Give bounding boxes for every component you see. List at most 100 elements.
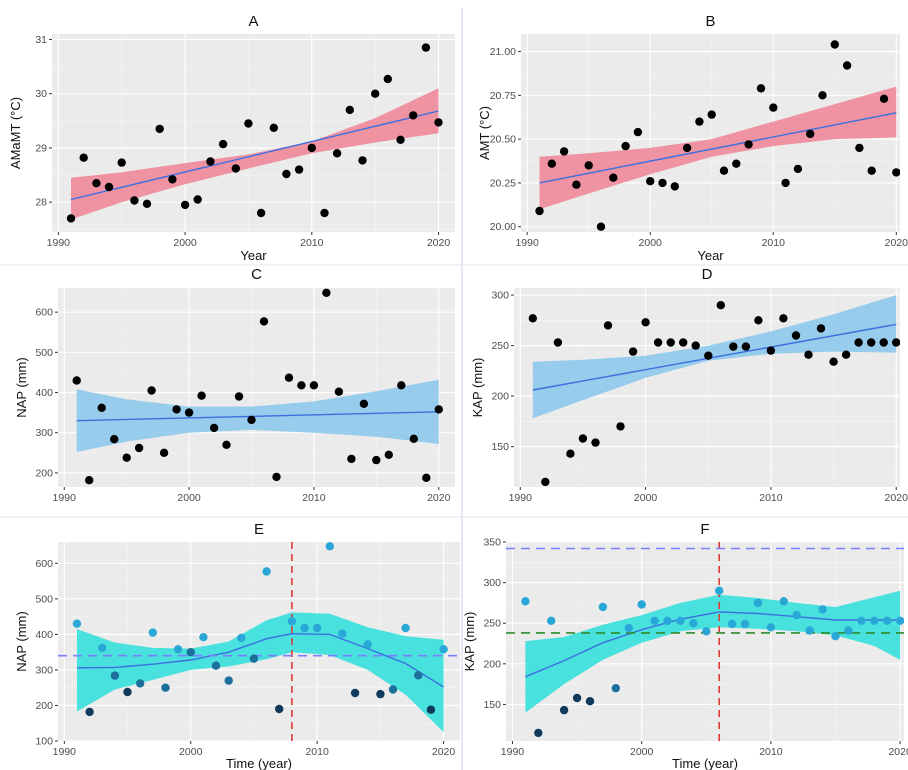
data-point [818,91,827,100]
data-point [85,707,94,717]
data-point [609,173,618,182]
data-point [541,477,550,487]
y-tick-label: 200 [35,467,53,479]
data-point [161,683,170,692]
y-tick-label: 300 [483,577,501,589]
data-point [831,632,840,641]
data-point [830,40,839,49]
data-point [598,602,608,612]
y-tick-label: 30 [35,88,47,100]
x-axis-label: Year [240,248,267,263]
data-point [621,141,630,151]
y-tick-label: 400 [35,629,53,641]
confidence-band [525,590,901,713]
data-point [691,341,700,350]
data-point [218,139,228,149]
data-point [256,208,266,218]
data-point [396,135,405,144]
data-point [332,149,342,158]
data-point [867,338,876,347]
plot-content [58,542,460,741]
y-tick-label: 200 [483,658,501,670]
data-point [110,671,120,680]
data-point [259,317,269,326]
data-point [566,449,575,458]
data-point [426,705,436,714]
x-tick-label: 2010 [762,237,786,249]
x-tick-label: 2000 [639,237,663,249]
data-point [284,373,294,382]
data-point [756,84,766,93]
data-point [110,435,119,444]
data-point [572,180,581,189]
x-axis-label: Year [697,248,724,263]
data-point [689,619,698,628]
data-point [857,616,866,625]
data-point [624,623,633,633]
data-point [282,169,291,179]
x-tick-label: 1990 [509,492,533,504]
data-point [130,196,139,205]
data-point [350,688,360,698]
trend-line [525,611,901,678]
data-point [806,129,815,139]
data-point [816,324,826,333]
data-point [727,619,737,629]
data-point [97,403,106,412]
data-point [732,159,741,168]
y-tick-label: 350 [483,537,501,549]
y-axis-label: NAP (mm) [14,611,29,671]
x-axis-label: Time (year) [672,756,738,770]
data-point [247,415,256,425]
plot-content [66,43,443,223]
data-point [553,338,563,347]
data-point [98,643,107,653]
data-point [409,434,418,443]
data-point [547,159,556,168]
data-point [892,168,900,177]
data-point [867,166,876,175]
data-point [719,166,729,175]
y-tick-label: 300 [35,427,53,439]
data-point [72,619,82,628]
data-point [666,338,675,347]
data-point [841,350,851,359]
data-point [148,628,157,637]
panel-e: 1990 2000 2010 2020 100 200 300 400 500 600 E Time … [14,521,460,770]
data-point [792,610,801,620]
data-point [358,156,367,165]
data-point [658,178,667,188]
y-tick-label: 29 [35,142,47,154]
data-point [134,443,144,453]
data-point [269,123,278,132]
y-tick-label: 500 [35,593,53,605]
data-point [322,288,331,297]
data-point [224,676,233,685]
data-point [66,214,76,223]
y-tick-label: 100 [35,736,53,748]
data-point [707,110,716,119]
data-point [168,175,177,184]
data-point [209,423,219,433]
data-point [287,617,297,626]
gridlines [521,34,900,232]
data-point [401,623,410,633]
data-point [159,448,169,457]
plot-content [535,40,900,231]
y-tick-label: 21.00 [490,46,516,58]
x-tick-label: 2010 [759,746,783,758]
data-point [628,347,638,356]
data-point [682,143,692,153]
data-point [136,679,145,688]
data-point [249,654,259,663]
data-point [123,687,132,697]
data-point [307,143,316,153]
x-tick-label: 2020 [427,237,451,249]
y-axis-label: KAP (mm) [470,358,485,418]
data-point [534,728,543,738]
data-point [372,455,381,465]
x-tick-label: 2000 [634,492,658,504]
x-tick-label: 2020 [888,746,908,758]
data-point [376,689,385,699]
data-point [199,633,208,642]
